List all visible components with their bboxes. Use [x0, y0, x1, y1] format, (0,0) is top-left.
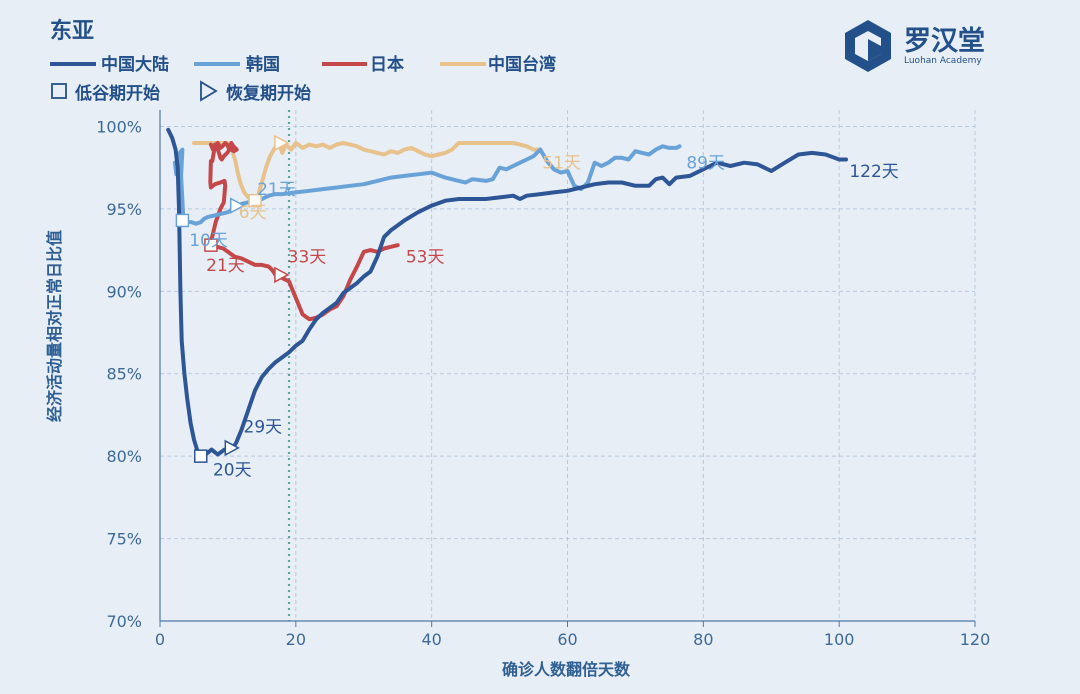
trough-start-marker — [175, 213, 190, 228]
day-annotation: 21天 — [206, 256, 245, 276]
x-tick-label: 80 — [693, 630, 713, 649]
x-tick-label: 40 — [421, 630, 441, 649]
recovery-start-marker — [224, 439, 240, 457]
recovery-start-marker — [274, 134, 290, 152]
legend-label-trough-start: 低谷期开始 — [74, 83, 160, 104]
day-annotation: 29天 — [244, 417, 283, 437]
legend-item-recovery-start: 恢复期开始 — [200, 80, 311, 104]
series-markers — [175, 134, 290, 463]
series-line-china-mainland — [166, 127, 848, 460]
axes: 70% 75% 80% 85% 90% 95% 100% 0 20 40 60 80 100 120 — [96, 110, 990, 649]
series-lines — [166, 127, 848, 460]
day-annotation: 51天 — [542, 154, 581, 174]
legend-label-china-mainland: 中国大陆 — [101, 54, 169, 75]
day-annotation: 33天 — [288, 248, 327, 268]
triangle-marker-icon — [200, 80, 218, 102]
x-tick-label: 0 — [155, 630, 165, 649]
square-marker-icon — [51, 83, 67, 99]
recovery-start-marker — [229, 197, 246, 214]
x-tick-label: 20 — [286, 630, 306, 649]
legend-label-korea: 韩国 — [246, 54, 280, 75]
logo-name: 罗汉堂 — [904, 26, 985, 57]
day-annotation: 21天 — [257, 180, 296, 200]
hexagon-logo-icon — [845, 20, 891, 72]
day-annotation: 122天 — [849, 162, 898, 182]
trough-start-marker — [248, 193, 262, 208]
y-tick-label: 80% — [106, 447, 142, 466]
y-tick-label: 70% — [106, 612, 142, 631]
legend-label-taiwan: 中国台湾 — [488, 54, 556, 75]
recovery-start-marker — [274, 266, 290, 284]
annotations: 20天 29天 122天 10天 21天 89天 21天 33天 53天 6天 51天 — [189, 154, 899, 481]
trough-start-marker — [204, 238, 218, 252]
legend: 中国大陆 韩国 日本 中国台湾 低谷期开始 恢复期开始 — [50, 54, 556, 104]
chart-title: 东亚 — [50, 18, 94, 44]
x-axis-label: 确诊人数翻倍天数 — [502, 660, 631, 679]
legend-item-taiwan: 中国台湾 — [440, 54, 556, 75]
x-tick-label: 120 — [960, 630, 991, 649]
y-tick-label: 100% — [96, 117, 142, 136]
x-tick-label: 60 — [557, 630, 577, 649]
legend-item-japan: 日本 — [322, 54, 404, 75]
y-tick-label: 90% — [106, 282, 142, 301]
legend-label-recovery-start: 恢复期开始 — [226, 83, 311, 104]
day-annotation: 53天 — [406, 248, 445, 268]
legend-item-trough-start: 低谷期开始 — [51, 83, 160, 104]
y-tick-label: 85% — [106, 365, 142, 384]
legend-label-japan: 日本 — [370, 54, 404, 75]
legend-item-china-mainland: 中国大陆 — [50, 54, 169, 75]
trough-start-marker — [194, 449, 208, 463]
y-tick-label: 75% — [106, 530, 142, 549]
series-line-korea — [172, 144, 682, 226]
day-annotation: 6天 — [239, 203, 267, 223]
day-annotation: 89天 — [686, 154, 725, 174]
day-annotation: 20天 — [213, 460, 252, 480]
logo-subtitle: Luohan Academy — [904, 56, 982, 66]
y-axis-label: 经济活动量相对正常日比值 — [45, 230, 64, 422]
day-annotation: 10天 — [189, 231, 228, 251]
y-tick-label: 95% — [106, 200, 142, 219]
series-line-taiwan — [192, 141, 543, 203]
legend-item-korea: 韩国 — [194, 54, 280, 75]
logo: 罗汉堂 Luohan Academy — [845, 20, 985, 72]
x-tick-label: 100 — [824, 630, 855, 649]
